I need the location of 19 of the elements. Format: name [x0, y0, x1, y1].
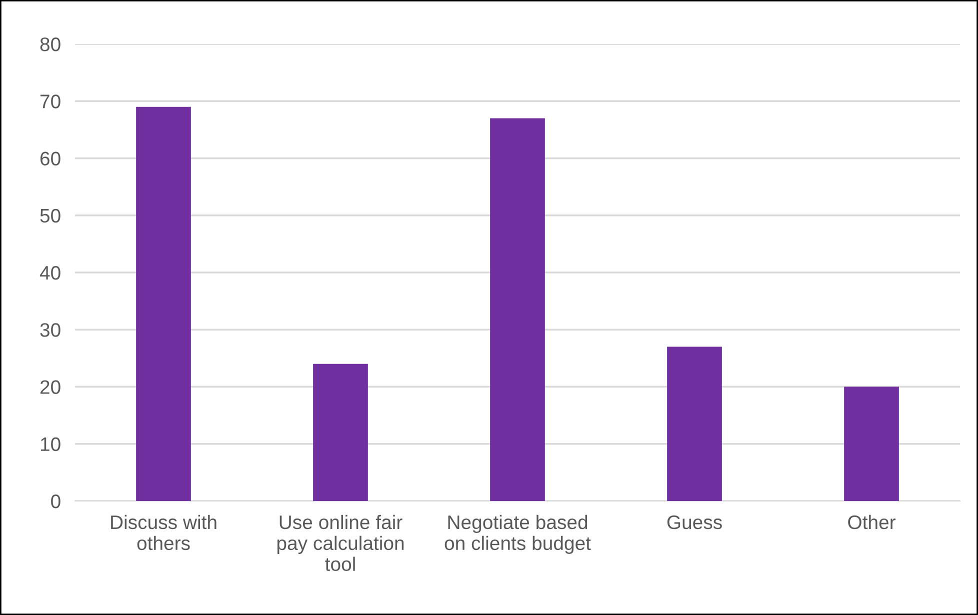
y-tick-label: 70: [40, 94, 60, 108]
x-tick-label: Negotiate based on clients budget: [444, 514, 591, 554]
y-tick-label: 80: [40, 37, 60, 52]
y-tick-label: 60: [40, 152, 60, 166]
bar: [667, 346, 722, 501]
bar: [136, 106, 191, 501]
x-tick-label: Other: [848, 514, 896, 530]
y-tick-label: 40: [40, 266, 60, 280]
y-tick-label: 10: [40, 437, 60, 452]
x-tick-label: Use online fair pay calculation tool: [277, 514, 404, 572]
bar: [844, 386, 899, 501]
bar: [313, 364, 368, 501]
y-tick-label: 50: [40, 208, 60, 223]
y-tick-label: 20: [40, 380, 60, 394]
y-tick-label: 30: [40, 323, 60, 337]
x-tick-label: Discuss with others: [111, 514, 216, 550]
y-tick-label: 0: [51, 494, 60, 508]
x-tick-label: Guess: [667, 515, 722, 530]
bar: [490, 118, 545, 501]
